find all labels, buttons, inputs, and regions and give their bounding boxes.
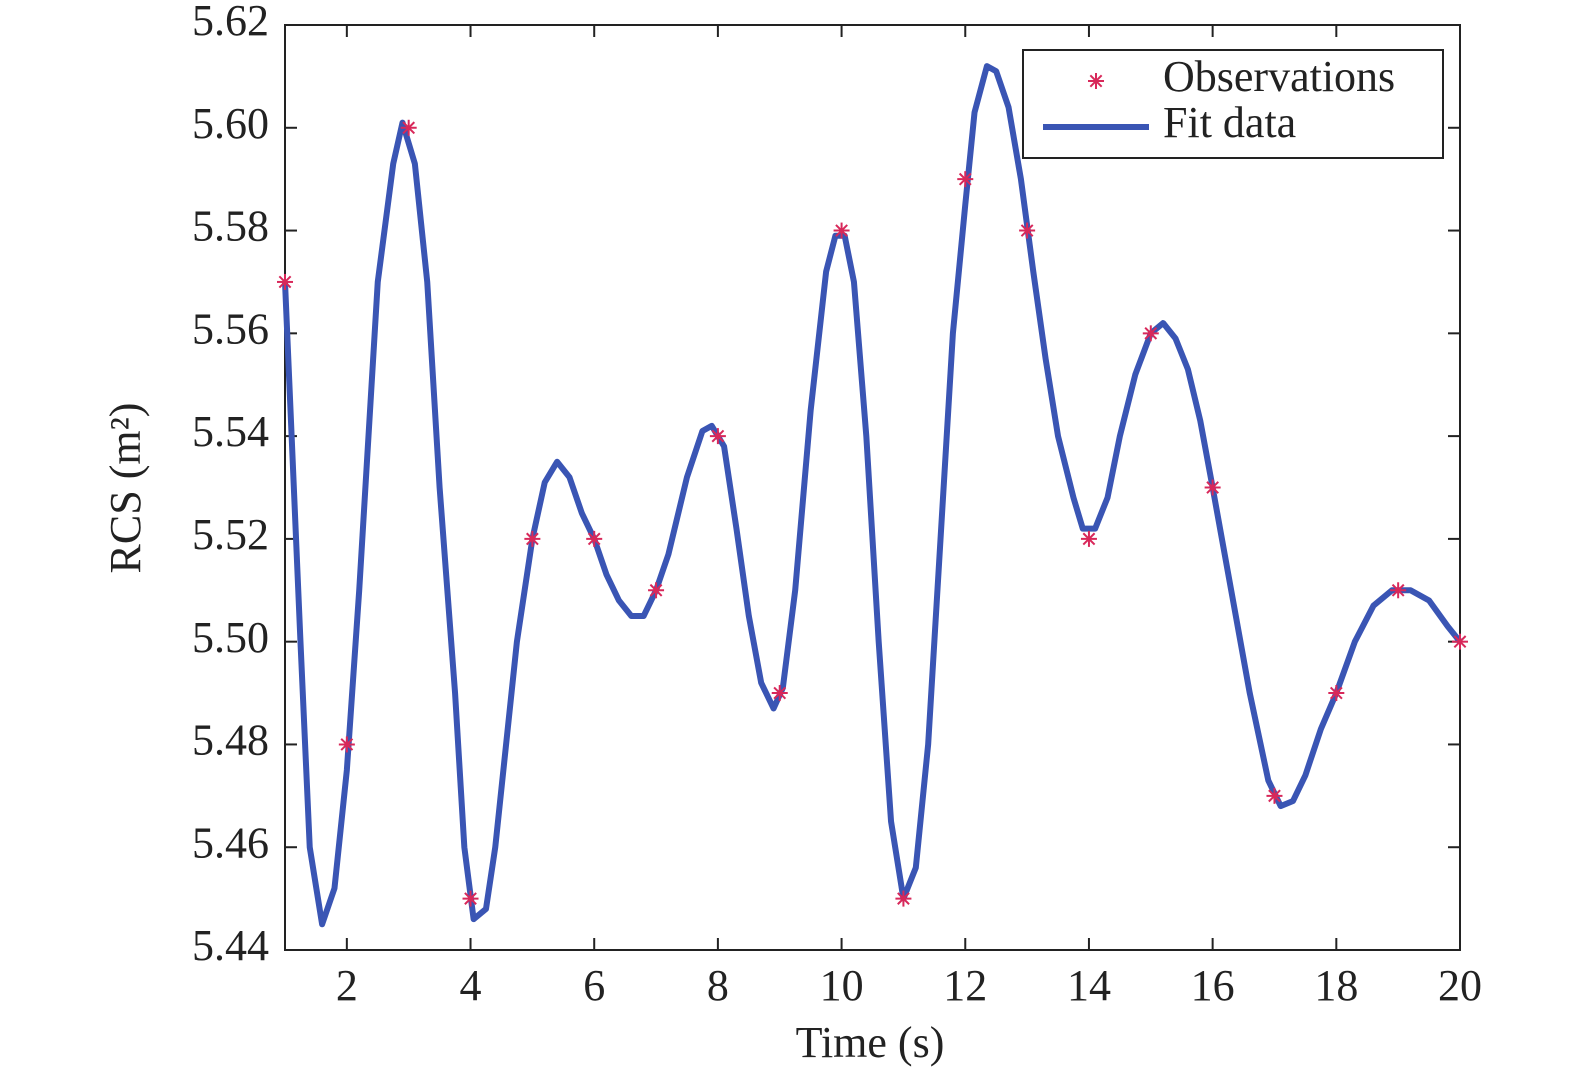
fit-line bbox=[282, 63, 1463, 928]
marker-stroke bbox=[1329, 686, 1343, 700]
legend-label: Fit data bbox=[1163, 98, 1296, 147]
y-axis-label: RCS (m²) bbox=[101, 403, 150, 574]
y-tick-label: 5.60 bbox=[192, 99, 269, 148]
y-tick-label: 5.48 bbox=[192, 716, 269, 765]
marker bbox=[400, 119, 417, 136]
marker bbox=[277, 273, 293, 290]
marker-stroke bbox=[1206, 481, 1219, 494]
x-tick-label: 12 bbox=[943, 961, 987, 1010]
marker bbox=[648, 582, 665, 599]
plot-frame bbox=[284, 24, 1461, 951]
x-axis-label: Time (s) bbox=[796, 1018, 945, 1067]
x-tick-label: 18 bbox=[1314, 961, 1358, 1010]
marker-stroke bbox=[464, 892, 477, 905]
marker-stroke bbox=[278, 275, 292, 289]
marker bbox=[1088, 73, 1104, 89]
marker bbox=[771, 685, 788, 702]
marker-stroke bbox=[1020, 224, 1034, 237]
marker-stroke bbox=[897, 892, 910, 905]
marker-stroke bbox=[526, 532, 539, 546]
marker bbox=[1204, 479, 1221, 496]
marker-stroke bbox=[958, 172, 972, 186]
x-tick-label: 2 bbox=[336, 961, 358, 1010]
y-tick-label: 5.62 bbox=[192, 0, 269, 45]
marker-stroke bbox=[649, 583, 663, 597]
y-tick-label: 5.58 bbox=[192, 202, 269, 251]
marker-stroke bbox=[587, 532, 601, 546]
marker-stroke bbox=[1089, 74, 1103, 88]
marker-stroke bbox=[773, 686, 787, 700]
x-tick-label: 6 bbox=[583, 961, 605, 1010]
marker-stroke bbox=[711, 429, 725, 443]
marker bbox=[895, 890, 912, 907]
y-tick-label: 5.44 bbox=[192, 921, 269, 970]
marker-stroke bbox=[835, 224, 848, 237]
marker-stroke bbox=[1082, 532, 1096, 546]
x-tick-label: 4 bbox=[460, 961, 482, 1010]
marker-stroke bbox=[340, 738, 354, 751]
marker bbox=[1019, 222, 1036, 239]
y-tick-label: 5.46 bbox=[192, 818, 269, 867]
marker bbox=[462, 890, 479, 907]
y-tick-label: 5.56 bbox=[192, 304, 269, 353]
x-tick-label: 16 bbox=[1191, 961, 1235, 1010]
marker bbox=[1266, 787, 1283, 804]
marker bbox=[709, 428, 726, 445]
marker-stroke bbox=[1144, 326, 1158, 340]
legend-label: Observations bbox=[1163, 52, 1395, 101]
marker bbox=[524, 530, 541, 547]
y-tick-label: 5.50 bbox=[192, 613, 269, 662]
marker bbox=[586, 530, 603, 547]
x-tick-label: 14 bbox=[1067, 961, 1111, 1010]
x-tick-label: 20 bbox=[1438, 961, 1482, 1010]
marker bbox=[338, 736, 355, 753]
marker-stroke bbox=[1268, 789, 1281, 803]
marker bbox=[1452, 633, 1468, 650]
marker bbox=[1390, 582, 1407, 599]
x-tick-label: 8 bbox=[707, 961, 729, 1010]
y-tick-label: 5.54 bbox=[192, 407, 269, 456]
marker bbox=[1142, 325, 1159, 342]
marker-stroke bbox=[1453, 635, 1467, 649]
marker-stroke bbox=[1391, 583, 1405, 597]
y-tick-label: 5.52 bbox=[192, 510, 269, 559]
marker-stroke bbox=[402, 121, 416, 135]
x-tick-label: 10 bbox=[820, 961, 864, 1010]
legend-box bbox=[1022, 49, 1444, 159]
marker bbox=[957, 171, 974, 188]
marker bbox=[1328, 685, 1345, 702]
marker bbox=[1080, 530, 1097, 547]
marker bbox=[833, 222, 850, 239]
